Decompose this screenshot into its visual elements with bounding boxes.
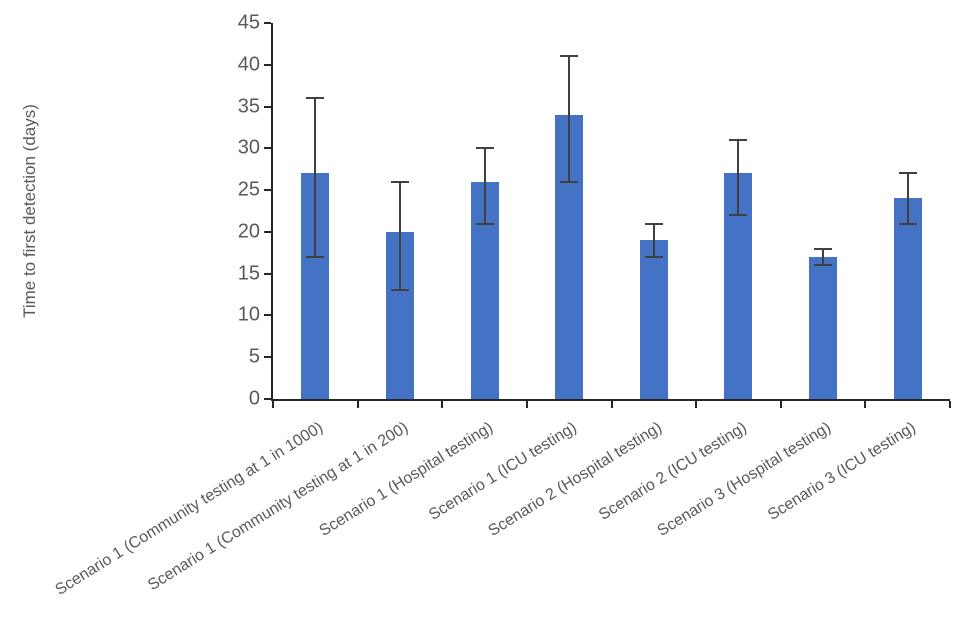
error-bar-cap-bottom [306,255,325,258]
y-axis-tick [264,356,271,359]
x-axis-tick [272,401,274,408]
y-axis-tick [264,105,271,108]
y-axis-tick-label: 35 [237,95,260,118]
error-bar-line [737,139,740,216]
bar-7 [809,256,838,399]
x-axis-tick [695,401,697,408]
y-axis-tick-label: 15 [237,262,260,285]
error-bar-cap-top [306,97,325,100]
error-bar-line [906,173,909,224]
x-axis-tick [864,401,866,408]
bar-5 [639,240,668,399]
y-axis-tick-label: 30 [237,136,260,159]
y-axis-tick [264,189,271,192]
error-bar-line [314,98,317,257]
error-bar-cap-top [475,147,494,150]
y-axis-tick [264,147,271,150]
error-bar-line [822,248,825,266]
y-axis-title: Time to first detection (days) [20,104,39,318]
error-bar-cap-bottom [560,180,579,183]
error-bar-line [483,148,486,224]
error-bar-cap-top [390,180,409,183]
error-bar-cap-top [644,222,663,225]
error-bar-cap-bottom [898,222,917,225]
error-bar-cap-bottom [644,255,663,258]
error-bar-cap-top [814,247,833,250]
error-bar-cap-top [729,138,748,141]
y-axis-tick [264,63,271,66]
error-bar-cap-bottom [814,264,833,267]
x-axis-tick [441,401,443,408]
error-bar-cap-bottom [729,214,748,217]
y-axis-tick-label: 0 [248,387,260,410]
x-axis-tick [611,401,613,408]
error-bar-line [652,223,655,257]
y-axis-tick [264,314,271,317]
x-axis-tick [949,401,951,408]
y-axis-tick-label: 45 [237,11,260,34]
x-axis-label-text: Scenario 2 (ICU testing) [595,419,750,524]
x-axis-label-text: Scenario 3 (ICU testing) [764,419,919,524]
y-axis-tick [264,230,271,233]
error-bar-cap-bottom [475,222,494,225]
error-bar-line [568,56,571,182]
error-bar-cap-top [898,172,917,175]
y-axis-tick [264,272,271,275]
y-axis-tick-label: 25 [237,178,260,201]
y-axis-tick [264,22,271,24]
y-axis-tick [264,398,271,400]
error-bar-cap-top [560,55,579,58]
error-bar-line [398,181,401,291]
x-axis-tick [526,401,528,408]
x-axis-tick [357,401,359,408]
x-axis-label-text: Scenario 1 (ICU testing) [426,419,581,524]
y-axis-tick-label: 40 [237,53,260,76]
x-axis-tick [780,401,782,408]
y-axis-tick-label: 10 [237,303,260,326]
y-axis-tick-label: 5 [248,345,260,368]
error-bar-cap-bottom [390,289,409,292]
y-axis-tick-label: 20 [237,220,260,243]
bar-8 [893,198,922,399]
plot-area: 0 5 10 15 20 25 30 35 40 45 Scenario 1 (Community … [53,12,951,599]
